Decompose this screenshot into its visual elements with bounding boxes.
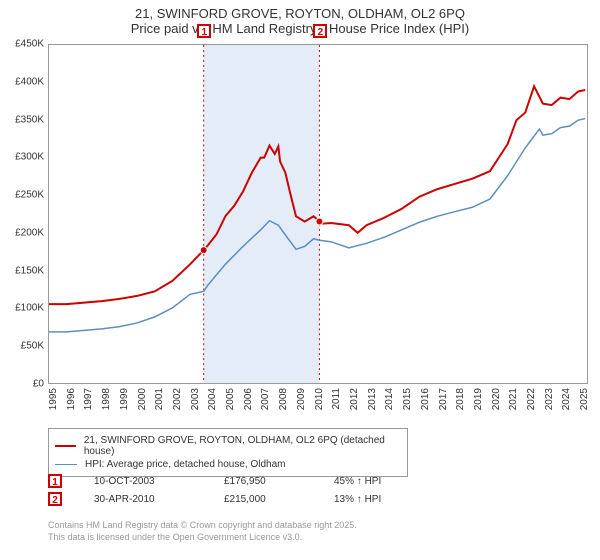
x-tick-label: 2013 — [367, 388, 378, 410]
x-axis: 1995 1996 1997 1998 1999 2000 2001 2002 2003 2004… — [48, 384, 588, 424]
legend-row: 21, SWINFORD GROVE, ROYTON, OLDHAM, OL2 … — [55, 435, 401, 457]
y-tick-label: £350K — [15, 114, 44, 125]
x-tick-label: 2025 — [579, 388, 590, 410]
y-tick-label: £300K — [15, 152, 44, 163]
y-tick-label: £50K — [21, 341, 44, 352]
highlight-band — [204, 45, 320, 383]
x-tick-label: 2011 — [331, 388, 342, 410]
x-tick-label: 2012 — [349, 388, 360, 410]
y-tick-label: £0 — [33, 379, 44, 390]
legend-row: HPI: Average price, detached house, Oldh… — [55, 459, 401, 470]
y-tick-label: £250K — [15, 190, 44, 201]
x-tick-label: 2020 — [491, 388, 502, 410]
transaction-marker: 2 — [48, 492, 62, 506]
x-tick-label: 2006 — [243, 388, 254, 410]
transaction-hpi-delta: 13% ↑ HPI — [334, 494, 444, 505]
x-tick-label: 1998 — [101, 388, 112, 410]
x-tick-label: 2008 — [278, 388, 289, 410]
x-tick-label: 2019 — [473, 388, 484, 410]
x-tick-label: 2002 — [172, 388, 183, 410]
chart-marker-2: 2 — [313, 24, 327, 38]
chart-plot-area: 12 — [48, 44, 588, 384]
transaction-row: 2 30-APR-2010£215,00013% ↑ HPI — [48, 492, 588, 506]
y-tick-label: £450K — [15, 39, 44, 50]
x-tick-label: 2021 — [508, 388, 519, 410]
transaction-date: 10-OCT-2003 — [94, 476, 224, 487]
x-tick-label: 2015 — [402, 388, 413, 410]
y-axis: £0£50K£100K£150K£200K£250K£300K£350K£400… — [0, 44, 48, 384]
y-tick-label: £100K — [15, 303, 44, 314]
y-tick-label: £150K — [15, 265, 44, 276]
marker-point-1 — [200, 247, 207, 254]
legend-label: 21, SWINFORD GROVE, ROYTON, OLDHAM, OL2 … — [84, 435, 401, 457]
x-tick-label: 1996 — [66, 388, 77, 410]
transaction-date: 30-APR-2010 — [94, 494, 224, 505]
x-tick-label: 2016 — [420, 388, 431, 410]
chart-marker-1: 1 — [197, 24, 211, 38]
x-tick-label: 2000 — [137, 388, 148, 410]
x-tick-label: 2022 — [526, 388, 537, 410]
legend-swatch — [55, 445, 76, 447]
x-tick-label: 2009 — [296, 388, 307, 410]
x-tick-label: 2023 — [544, 388, 555, 410]
transaction-price: £215,000 — [224, 494, 334, 505]
transaction-table: 1 10-OCT-2003£176,95045% ↑ HPI 2 30-APR-201… — [48, 470, 588, 510]
title-main: 21, SWINFORD GROVE, ROYTON, OLDHAM, OL2 … — [0, 6, 600, 21]
transaction-row: 1 10-OCT-2003£176,95045% ↑ HPI — [48, 474, 588, 488]
title-sub: Price paid vs. HM Land Registry's House … — [0, 21, 600, 36]
marker-point-2 — [316, 218, 323, 225]
legend-swatch — [55, 464, 77, 466]
footer-line1: Contains HM Land Registry data © Crown c… — [48, 520, 357, 532]
x-tick-label: 2004 — [207, 388, 218, 410]
title-block: 21, SWINFORD GROVE, ROYTON, OLDHAM, OL2 … — [0, 0, 600, 36]
transaction-hpi-delta: 45% ↑ HPI — [334, 476, 444, 487]
x-tick-label: 2014 — [384, 388, 395, 410]
x-tick-label: 2018 — [455, 388, 466, 410]
y-tick-label: £400K — [15, 76, 44, 87]
x-tick-label: 2001 — [154, 388, 165, 410]
footer: Contains HM Land Registry data © Crown c… — [48, 520, 357, 543]
x-tick-label: 1995 — [48, 388, 59, 410]
transaction-price: £176,950 — [224, 476, 334, 487]
x-tick-label: 2024 — [561, 388, 572, 410]
x-tick-label: 1999 — [119, 388, 130, 410]
x-tick-label: 2017 — [438, 388, 449, 410]
x-tick-label: 2003 — [190, 388, 201, 410]
x-tick-label: 2007 — [260, 388, 271, 410]
x-tick-label: 2005 — [225, 388, 236, 410]
chart-svg — [49, 45, 587, 383]
x-tick-label: 2010 — [314, 388, 325, 410]
legend-label: HPI: Average price, detached house, Oldh… — [85, 459, 286, 470]
transaction-marker: 1 — [48, 474, 62, 488]
chart-container: 21, SWINFORD GROVE, ROYTON, OLDHAM, OL2 … — [0, 0, 600, 560]
footer-line2: This data is licensed under the Open Gov… — [48, 532, 357, 544]
x-tick-label: 1997 — [83, 388, 94, 410]
y-tick-label: £200K — [15, 227, 44, 238]
